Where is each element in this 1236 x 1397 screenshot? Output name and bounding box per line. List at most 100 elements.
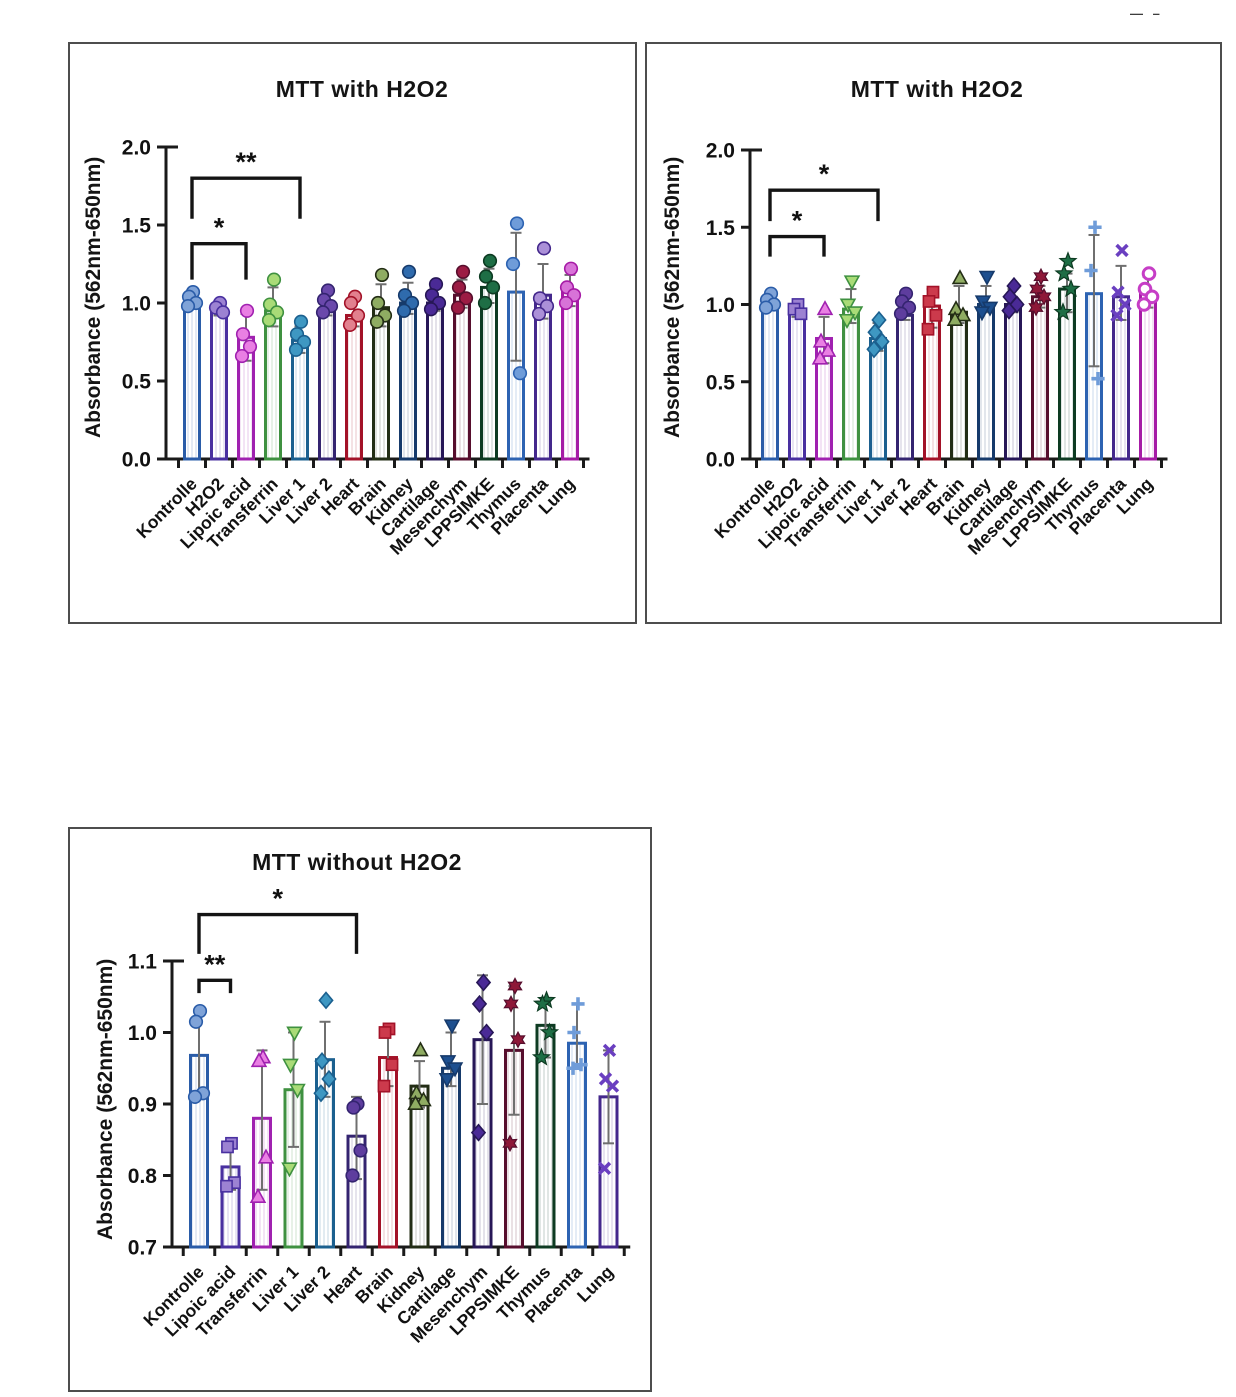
- points-lppsimke: [502, 977, 526, 1153]
- points-transferrin: [838, 275, 864, 330]
- sig-bracket-0: *: [190, 213, 248, 280]
- bar-group-kidney: [973, 270, 999, 461]
- bar-group-liver-1: [288, 314, 312, 461]
- bar-group-lipoic-acid: [234, 303, 258, 461]
- y-tick-labels: 0.7 0.8 0.9 1.0 1.1: [128, 951, 158, 1260]
- bar-group-heart: [921, 285, 943, 461]
- svg-text:*: *: [272, 884, 283, 914]
- points-brain: [377, 1022, 399, 1093]
- points-mesenchym: [450, 264, 474, 315]
- chart-title: MTT without H2O2: [252, 849, 462, 875]
- bar-group-liver-2: [893, 286, 917, 461]
- svg-text:**: **: [235, 147, 257, 177]
- points-liver-1: [281, 1026, 306, 1178]
- points-brain: [946, 269, 972, 326]
- svg-text:2.0: 2.0: [706, 140, 735, 163]
- points-kontrolle: [180, 284, 204, 314]
- points-heart: [342, 289, 366, 332]
- page-corner-marks: — –: [1130, 6, 1163, 21]
- points-liver-2: [313, 991, 337, 1103]
- chart-title: MTT with H2O2: [275, 76, 449, 102]
- bar-group-cartilage: [1001, 276, 1025, 461]
- chart-panel-mtt-with-h2o2-left: 0.0 0.5 1.0 1.5 2.0 Kontrolle H2O2 Lipoic acid T…: [68, 42, 637, 624]
- sig-bracket-1: *: [768, 159, 880, 222]
- points-cartilage: [438, 1019, 464, 1089]
- points-kidney: [407, 1041, 432, 1111]
- points-cartilage: [1001, 276, 1025, 320]
- points-lipoic-acid: [220, 1136, 241, 1193]
- bar-group-kontrolle: [758, 286, 782, 461]
- bar-group-thymus: [1084, 220, 1105, 461]
- y-tick-labels: 0.0 0.5 1.0 1.5 2.0: [706, 140, 736, 472]
- chart-title: MTT with H2O2: [850, 76, 1024, 102]
- bar-group-mesenchym: [450, 264, 474, 461]
- points-placenta: [531, 241, 555, 322]
- svg-text:1.0: 1.0: [706, 294, 735, 317]
- points-placenta: [566, 997, 588, 1075]
- svg-text:0.9: 0.9: [128, 1094, 157, 1117]
- bar-group-kontrolle: [187, 1003, 211, 1249]
- points-mesenchym: [1028, 267, 1052, 317]
- points-heart: [345, 1096, 368, 1183]
- bar-group-lung: [1136, 266, 1160, 461]
- bar-group-lppsimke: [1053, 251, 1081, 461]
- bar-group-liver-1: [866, 310, 890, 461]
- bar-group-liver-2: [315, 283, 339, 461]
- bar-group-placenta: [566, 997, 588, 1249]
- bar-group-kidney: [407, 1041, 432, 1249]
- bar-group-brain: [369, 267, 393, 461]
- bar-group-liver-1: [281, 1026, 306, 1249]
- points-liver-2: [893, 286, 917, 321]
- bar-group-lppsimke: [502, 977, 526, 1249]
- points-lppsimke: [477, 253, 501, 311]
- sig-bracket-1: **: [190, 147, 302, 219]
- svg-text:1.1: 1.1: [128, 951, 158, 974]
- y-axis-label: Absorbance (562nm-650nm): [661, 156, 684, 439]
- svg-text:1.0: 1.0: [122, 293, 151, 316]
- y-tick-labels: 0.0 0.5 1.0 1.5 2.0: [122, 137, 152, 472]
- bar-group-heart: [345, 1095, 368, 1249]
- svg-text:1.0: 1.0: [128, 1022, 157, 1045]
- bar-group-placenta: [1110, 243, 1132, 461]
- bar-group-heart: [342, 289, 366, 461]
- points-lung: [1136, 266, 1160, 312]
- svg-text:0.8: 0.8: [128, 1165, 158, 1188]
- svg-text:*: *: [792, 206, 803, 236]
- svg-text:0.0: 0.0: [122, 449, 151, 472]
- points-liver-2: [315, 283, 339, 320]
- bar-group-mesenchym: [1028, 267, 1052, 461]
- y-axis-label: Absorbance (562nm-650nm): [94, 958, 117, 1240]
- points-cartilage: [423, 277, 447, 317]
- points-thymus: [505, 216, 528, 381]
- bar-group-transferrin: [261, 272, 285, 461]
- bar-group-kidney: [396, 264, 420, 461]
- chart-panel-mtt-with-h2o2-right: 0.0 0.5 1.0 1.5 2.0 Kontrolle H2O2 Lipoic acid T…: [645, 42, 1222, 624]
- bar-group-lung: [597, 1043, 620, 1249]
- svg-text:0.5: 0.5: [122, 371, 152, 394]
- chart-panel-mtt-without-h2o2: 0.7 0.8 0.9 1.0 1.1 Kontrolle Lipoic acid Trans…: [68, 827, 652, 1392]
- svg-text:0.7: 0.7: [128, 1237, 157, 1260]
- points-kontrolle: [187, 1003, 211, 1104]
- bar-group-h2o2: [208, 295, 231, 461]
- points-h2o2: [787, 298, 808, 321]
- bar-group-lipoic-acid: [811, 300, 837, 461]
- points-thymus: [531, 990, 560, 1066]
- bar-group-mesenchym: [470, 973, 495, 1249]
- bar-group-cartilage: [438, 1019, 464, 1249]
- points-transferrin: [249, 1048, 275, 1203]
- points-mesenchym: [470, 973, 495, 1142]
- svg-text:1.5: 1.5: [122, 215, 152, 238]
- bar-group-h2o2: [787, 298, 808, 461]
- sig-bracket-0: **: [197, 949, 233, 994]
- points-transferrin: [261, 272, 285, 328]
- svg-text:*: *: [819, 159, 830, 189]
- points-brain: [369, 267, 393, 329]
- points-placenta: [1110, 243, 1132, 322]
- bar-group-lppsimke: [477, 253, 501, 461]
- svg-text:2.0: 2.0: [122, 137, 151, 160]
